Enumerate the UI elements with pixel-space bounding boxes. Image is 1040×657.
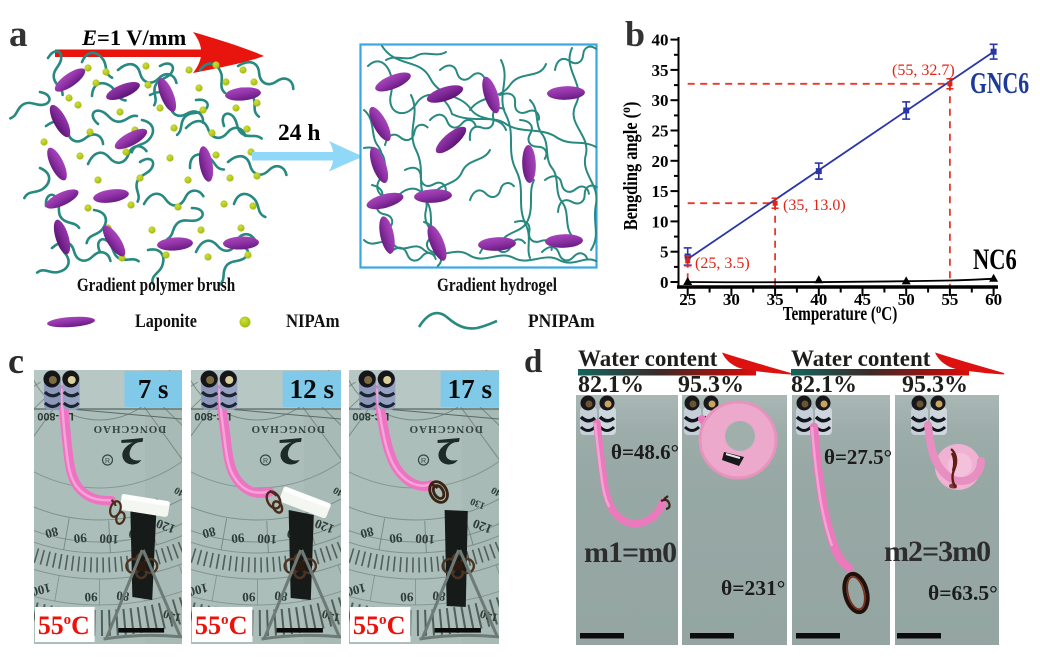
svg-text:40: 40 xyxy=(652,31,669,50)
svg-text:E=1 V/mm: E=1 V/mm xyxy=(81,25,187,50)
svg-text:NIPAm: NIPAm xyxy=(286,310,340,331)
svg-text:50: 50 xyxy=(898,290,915,309)
svg-text:Bengding angle (o): Bengding angle (o) xyxy=(620,102,642,231)
svg-text:55oC: 55oC xyxy=(353,611,406,640)
svg-text:82.1%: 82.1% xyxy=(791,372,857,396)
svg-text:NC6: NC6 xyxy=(973,242,1017,276)
svg-text:82.1%: 82.1% xyxy=(578,372,644,396)
svg-text:Water content: Water content xyxy=(791,346,931,371)
svg-text:35: 35 xyxy=(652,61,669,80)
svg-text:95.3%: 95.3% xyxy=(902,372,968,396)
svg-text:7 s: 7 s xyxy=(138,374,169,404)
svg-text:(55, 32.7): (55, 32.7) xyxy=(892,62,955,79)
svg-text:Laponite: Laponite xyxy=(135,310,197,332)
svg-text:25: 25 xyxy=(652,122,669,141)
svg-text:60: 60 xyxy=(985,290,1002,309)
svg-text:24 h: 24 h xyxy=(278,120,320,146)
svg-text:95.3%: 95.3% xyxy=(678,372,744,396)
svg-text:Temperature (oC): Temperature (oC) xyxy=(783,301,898,325)
svg-text:15: 15 xyxy=(652,182,669,201)
svg-text:10: 10 xyxy=(652,212,669,231)
svg-text:Gradient polymer brush: Gradient polymer brush xyxy=(77,274,236,295)
svg-text:(25, 3.5): (25, 3.5) xyxy=(695,255,750,272)
svg-text:PNIPAm: PNIPAm xyxy=(528,310,595,331)
svg-text:Water content: Water content xyxy=(578,346,718,371)
svg-text:Gradient hydrogel: Gradient hydrogel xyxy=(437,274,557,295)
svg-text:45: 45 xyxy=(854,290,871,309)
svg-text:(35, 13.0): (35, 13.0) xyxy=(783,197,846,214)
svg-text:30: 30 xyxy=(652,91,669,110)
svg-text:30: 30 xyxy=(723,290,740,309)
svg-text:12 s: 12 s xyxy=(290,374,335,404)
svg-text:5: 5 xyxy=(660,243,669,262)
svg-text:17 s: 17 s xyxy=(448,374,493,404)
svg-text:35: 35 xyxy=(767,290,784,309)
svg-text:55: 55 xyxy=(941,290,958,309)
svg-text:GNC6: GNC6 xyxy=(970,65,1029,100)
svg-text:a: a xyxy=(9,14,28,55)
svg-text:40: 40 xyxy=(810,290,827,309)
svg-text:b: b xyxy=(625,14,645,54)
svg-text:55oC: 55oC xyxy=(38,611,90,640)
svg-text:20: 20 xyxy=(652,152,669,171)
svg-text:0: 0 xyxy=(660,273,669,292)
svg-text:25: 25 xyxy=(679,290,696,309)
